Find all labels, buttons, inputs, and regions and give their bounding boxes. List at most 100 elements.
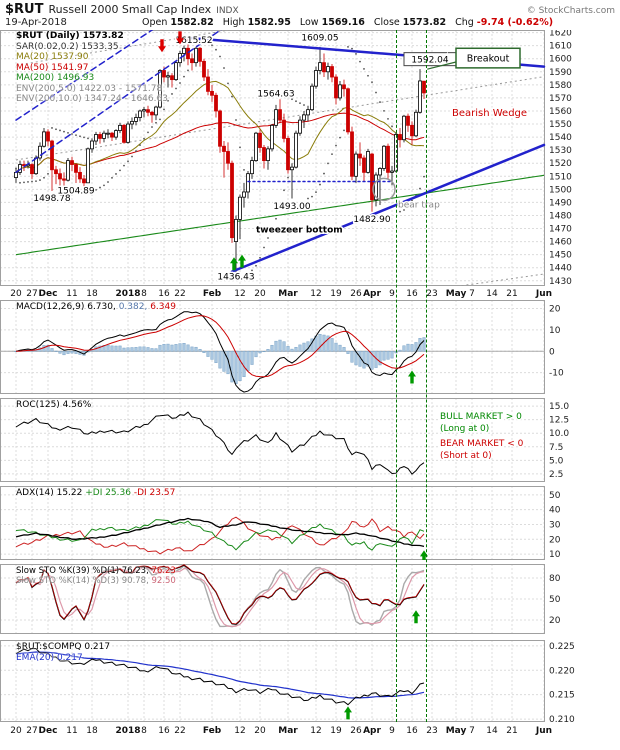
- up-arrow: [412, 610, 420, 624]
- price-label: 1498.78: [33, 194, 70, 204]
- panel-border: [0, 30, 545, 286]
- up-arrow: [238, 254, 246, 268]
- price-label: 1564.63: [257, 90, 294, 100]
- date-tick-label: 27: [26, 726, 37, 736]
- y-axis-label: 7.5: [549, 443, 563, 453]
- date-tick-label: Feb: [203, 289, 222, 299]
- y-axis-label: 1560: [549, 107, 572, 117]
- y-axis-label: 1520: [549, 159, 572, 169]
- annotation-text: BEAR MARKET < 0: [440, 439, 524, 449]
- date-tick-label: 12: [234, 726, 245, 736]
- breakout-label: Breakout: [467, 54, 510, 65]
- y-axis-label: 12.5: [549, 416, 569, 426]
- panel-border: [0, 640, 545, 722]
- callout-leader: [427, 61, 457, 70]
- y-axis-label: 20: [549, 616, 561, 626]
- quote-low: Low 1569.16: [300, 17, 365, 28]
- y-axis-label: 1620: [549, 30, 572, 39]
- y-axis-label: -10: [549, 369, 564, 379]
- annotation-text: tweezeer bottom: [256, 225, 343, 235]
- macd-canvas: 20 10 0 -10: [0, 300, 564, 394]
- ratio-ema20-line: [15, 651, 425, 699]
- date-tick-label: 20: [254, 726, 266, 736]
- annotation-text: bear trap: [398, 201, 440, 211]
- quote-open: Open 1582.82: [142, 17, 214, 28]
- y-axis-label: 40: [549, 506, 561, 516]
- date-tick-label: 26: [350, 726, 362, 736]
- date-tick-label: 27: [26, 289, 37, 299]
- y-axis-label: 20: [549, 535, 561, 545]
- y-axis-label: 1530: [549, 146, 572, 156]
- ma20-line: [15, 80, 425, 173]
- date-axis-bottom: 20 27 Dec 11 18 2018 8 16 22 Feb 12 20 Mar 12 19 26 Apr 9…: [0, 723, 620, 736]
- high-label: High: [222, 17, 245, 28]
- date-tick-label: 8: [141, 289, 147, 299]
- date-tick-label: 7: [469, 726, 475, 736]
- macd-signal-line: [15, 315, 425, 378]
- gridlines: [0, 640, 545, 722]
- y-axis-label: 15.0: [549, 402, 569, 412]
- macd-histogram: [14, 334, 426, 384]
- trendline: [230, 143, 546, 273]
- y-axis-label: 10: [549, 326, 561, 336]
- panel-border: [0, 564, 545, 634]
- y-axis-label: 1570: [549, 94, 572, 104]
- y-axis-label: 30: [549, 520, 561, 530]
- y-axis-label: 20: [549, 305, 561, 315]
- y-axis-label: 1540: [549, 133, 572, 143]
- date-tick-label: 22: [174, 726, 185, 736]
- y-axis-label: 1510: [549, 172, 572, 182]
- adx-line: [15, 517, 425, 548]
- chart-header: $RUT Russell 2000 Small Cap Index INDX ©…: [0, 0, 620, 29]
- y-axis-label: 1430: [549, 277, 572, 286]
- date-tick-label: 14: [486, 289, 498, 299]
- price-label: 1493.00: [273, 202, 310, 212]
- date-tick-label: 16: [158, 289, 170, 299]
- date-tick-label: 16: [406, 726, 418, 736]
- y-axis-label: 50: [549, 595, 561, 605]
- y-axis-label: 1480: [549, 211, 572, 221]
- exchange-tag: INDX: [216, 6, 239, 16]
- date-tick-label: Apr: [363, 289, 381, 299]
- date-tick-label: 12: [310, 289, 321, 299]
- date-tick-label: Jun: [535, 726, 552, 736]
- price-label: 1504.89: [57, 186, 94, 196]
- chg-value: -9.74 (-0.62%): [476, 17, 554, 28]
- close-label: Close: [373, 17, 400, 28]
- date-tick-label: May: [446, 289, 467, 299]
- date-axis-top: 20 27 Dec 11 18 2018 8 16 22 Feb 12 20 Mar 12 19 26 Apr 9…: [0, 286, 620, 299]
- env-upper-5: [15, 76, 545, 161]
- y-axis-label: 2.5: [549, 470, 563, 480]
- quote-change: Chg -9.74 (-0.62%): [455, 17, 553, 28]
- date-tick-label: Mar: [278, 289, 298, 299]
- stochastics-canvas: 80 50 20: [0, 564, 561, 634]
- y-axis-label: 80: [549, 574, 561, 584]
- date-tick-label: 14: [486, 726, 498, 736]
- date-tick-label: Jun: [535, 289, 552, 299]
- date-tick-label: May: [446, 726, 467, 736]
- env-lower-5: [455, 273, 545, 286]
- plus-di-line: [15, 519, 425, 551]
- price-chart-canvas: 1430 1440 1450 1460 1470 1480 1490 1500 1510 1520…: [0, 30, 572, 286]
- close-value: 1573.82: [402, 17, 447, 28]
- y-axis-label: 10.0: [549, 429, 569, 439]
- adx-canvas: 50 40 30 20 10: [0, 486, 561, 560]
- panel-border: [0, 398, 545, 482]
- quote-close: Close 1573.82: [374, 17, 446, 28]
- candles: [14, 38, 426, 273]
- price-label: 1615.52: [175, 36, 212, 46]
- date-tick-label: 7: [469, 289, 475, 299]
- date-tick-label: 20: [10, 726, 22, 736]
- date-tick-label: Mar: [278, 726, 298, 736]
- date-tick-label: 22: [174, 289, 185, 299]
- gridlines: [0, 564, 545, 634]
- panel-roc: 15.0 12.5 10.0 7.5 5.0 2.5 BULL MARKET > 0 (Lon…: [0, 398, 620, 482]
- date-axis-canvas-bottom: 20 27 Dec 11 18 2018 8 16 22 Feb 12 20 Mar 12 19 26 Apr 9…: [10, 726, 552, 736]
- macd-line: [15, 311, 425, 393]
- quote-date: 19-Apr-2018: [5, 17, 67, 28]
- copyright: © StockCharts.com: [526, 6, 615, 16]
- y-axis-label: 1600: [549, 55, 572, 65]
- ma200-line: [15, 174, 545, 256]
- annotation-text: Bearish Wedge: [452, 108, 527, 119]
- panel-border: [0, 300, 545, 394]
